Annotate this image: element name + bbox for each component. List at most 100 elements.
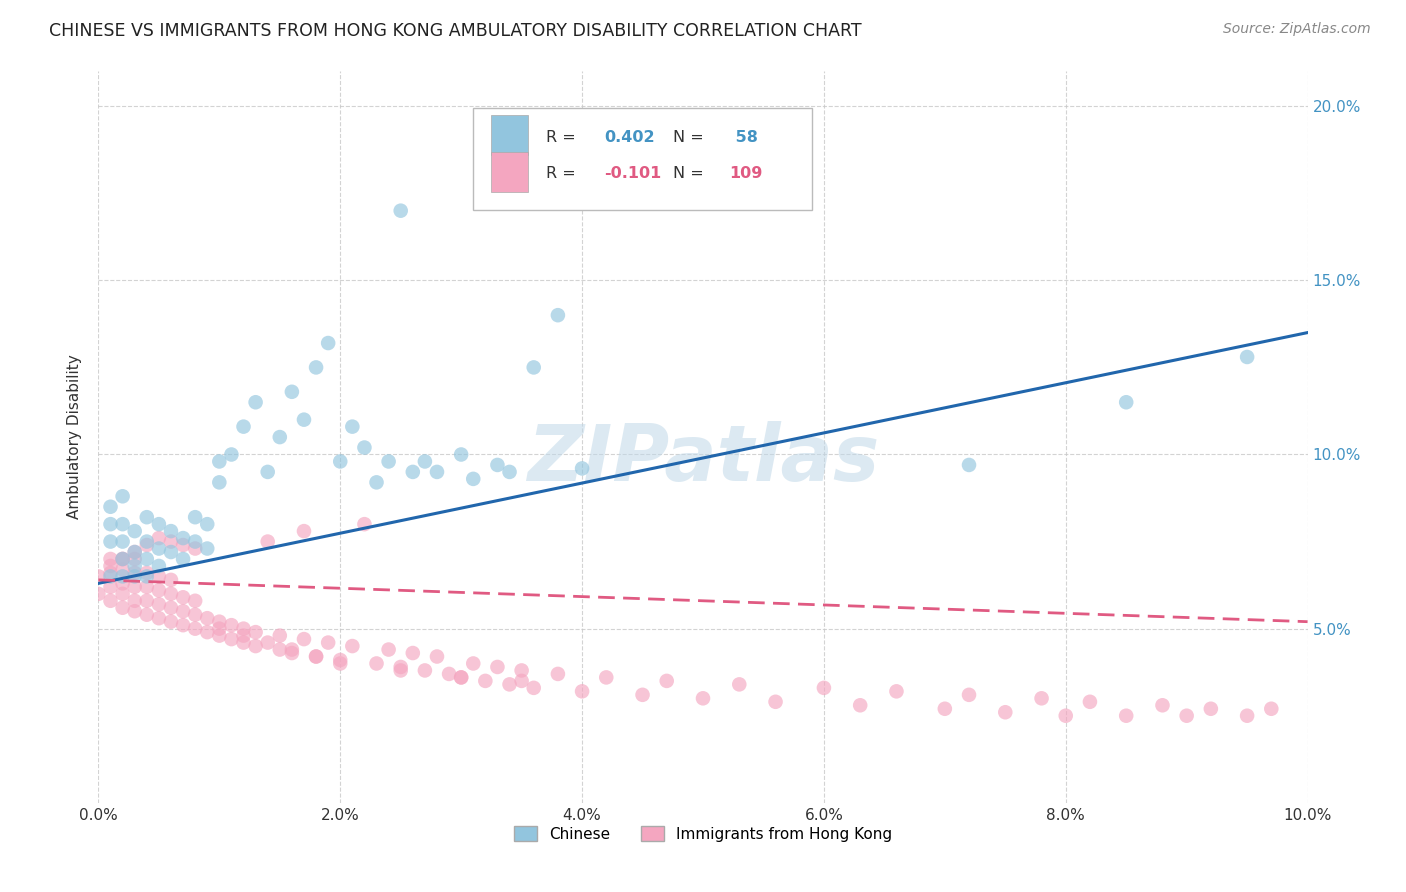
Point — [413, 664, 436, 678]
Point — [124, 558, 146, 573]
Point — [523, 681, 546, 695]
Point — [269, 629, 291, 643]
Point — [571, 461, 593, 475]
Point — [208, 622, 231, 636]
Point — [160, 587, 183, 601]
Point — [100, 594, 122, 608]
Point — [329, 454, 352, 468]
Text: R =: R = — [546, 129, 581, 145]
Point — [523, 360, 546, 375]
Point — [135, 580, 157, 594]
Point — [184, 622, 207, 636]
Point — [124, 566, 146, 580]
Point — [111, 517, 134, 532]
Point — [232, 629, 254, 643]
Point — [160, 600, 183, 615]
Point — [111, 587, 134, 601]
Point — [111, 552, 134, 566]
Text: CHINESE VS IMMIGRANTS FROM HONG KONG AMBULATORY DISABILITY CORRELATION CHART: CHINESE VS IMMIGRANTS FROM HONG KONG AMB… — [49, 22, 862, 40]
Point — [124, 552, 146, 566]
Point — [172, 538, 194, 552]
Point — [849, 698, 872, 713]
Point — [571, 684, 593, 698]
Point — [148, 531, 170, 545]
Point — [111, 552, 134, 566]
Point — [100, 517, 122, 532]
Point — [135, 594, 157, 608]
Point — [160, 534, 183, 549]
Legend: Chinese, Immigrants from Hong Kong: Chinese, Immigrants from Hong Kong — [508, 820, 898, 847]
Point — [111, 534, 134, 549]
Point — [510, 673, 533, 688]
Point — [377, 642, 399, 657]
Point — [498, 465, 520, 479]
Point — [413, 454, 436, 468]
Point — [631, 688, 654, 702]
Point — [1115, 708, 1137, 723]
Point — [172, 531, 194, 545]
Point — [232, 622, 254, 636]
Point — [111, 600, 134, 615]
Bar — [492, 115, 527, 155]
Point — [765, 695, 787, 709]
Point — [1236, 350, 1258, 364]
Point — [100, 580, 122, 594]
Point — [353, 517, 375, 532]
Point — [245, 625, 267, 640]
Point — [994, 705, 1017, 719]
Point — [245, 395, 267, 409]
Point — [547, 667, 569, 681]
Point — [100, 566, 122, 580]
Text: ZIPatlas: ZIPatlas — [527, 421, 879, 497]
Text: R =: R = — [546, 166, 581, 181]
Point — [160, 573, 183, 587]
Point — [184, 541, 207, 556]
Point — [135, 552, 157, 566]
Point — [232, 419, 254, 434]
Point — [463, 472, 485, 486]
Point — [172, 618, 194, 632]
Point — [148, 517, 170, 532]
Text: 58: 58 — [730, 129, 758, 145]
Point — [366, 657, 388, 671]
Point — [124, 569, 146, 583]
Point — [886, 684, 908, 698]
Point — [1115, 395, 1137, 409]
Point — [256, 534, 278, 549]
Point — [342, 419, 364, 434]
Point — [281, 642, 304, 657]
Point — [450, 670, 472, 684]
Point — [389, 203, 412, 218]
Point — [184, 594, 207, 608]
Point — [316, 336, 339, 351]
Point — [135, 569, 157, 583]
FancyBboxPatch shape — [474, 108, 811, 211]
Point — [292, 412, 315, 426]
Point — [160, 524, 183, 538]
Point — [195, 611, 218, 625]
Point — [124, 580, 146, 594]
Point — [813, 681, 835, 695]
Point — [148, 583, 170, 598]
Point — [124, 545, 146, 559]
Point — [184, 510, 207, 524]
Point — [184, 607, 207, 622]
Point — [498, 677, 520, 691]
Point — [595, 670, 617, 684]
Point — [245, 639, 267, 653]
Point — [486, 458, 509, 472]
Point — [547, 308, 569, 322]
Point — [172, 604, 194, 618]
Point — [486, 660, 509, 674]
Point — [208, 629, 231, 643]
Point — [1199, 702, 1222, 716]
Point — [269, 642, 291, 657]
Point — [934, 702, 956, 716]
Point — [281, 384, 304, 399]
Point — [100, 500, 122, 514]
Point — [426, 649, 449, 664]
Point — [148, 558, 170, 573]
Point — [148, 597, 170, 611]
Point — [316, 635, 339, 649]
Point — [172, 591, 194, 605]
